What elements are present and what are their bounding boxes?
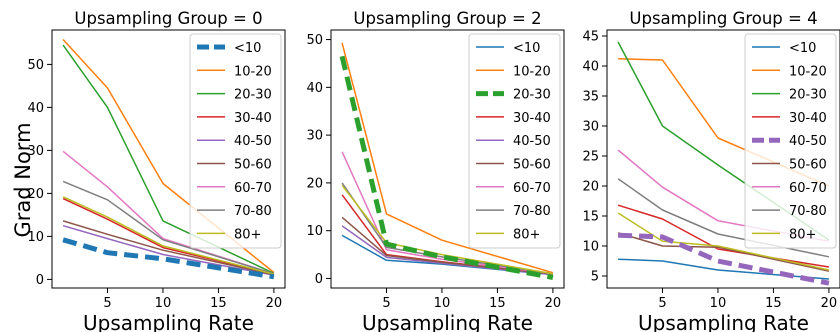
legend-label: 60-70: [789, 181, 827, 196]
legend-label: 10-20: [789, 64, 827, 79]
series-line-20-30: [339, 55, 554, 280]
y-tick-label: 40: [582, 60, 599, 75]
legend-label: 70-80: [513, 204, 551, 219]
legend-label: <10: [789, 41, 816, 56]
legend-label: 10-20: [234, 64, 272, 79]
legend-label: 30-40: [234, 111, 272, 126]
x-tick-label: 20: [545, 296, 562, 311]
x-axis-label: Upsampling Rate: [83, 311, 254, 332]
x-axis-label: Upsampling Rate: [638, 311, 809, 332]
x-tick-label: 15: [210, 296, 227, 311]
chart-panel-1: 5 10 15 20 0 10 20 30 40 50 Upsampling Group = 2 Up…: [306, 9, 565, 332]
y-tick-label: 50: [306, 33, 323, 48]
series-line-<10: [62, 237, 275, 280]
y-tick-label: 0: [315, 272, 323, 287]
y-tick-label: 20: [306, 176, 323, 191]
y-tick-label: 20: [27, 187, 44, 202]
legend-label: 50-60: [789, 158, 827, 173]
legend-box: [468, 33, 561, 249]
y-tick-label: 20: [582, 180, 599, 195]
legend-label: <10: [234, 41, 261, 56]
chart-panel-0: 5 10 15 20 0 10 20 30 40 50 Upsampling Group = 0 Up…: [27, 9, 286, 332]
series-line-40-50: [62, 224, 275, 276]
y-tick-label: 30: [306, 129, 323, 144]
legend-box: [744, 33, 837, 249]
legend-label: 80+: [789, 227, 816, 242]
legend-label: 30-40: [513, 111, 551, 126]
x-tick-label: 20: [821, 296, 838, 311]
legend-label: 40-50: [789, 134, 827, 149]
legend-label: <10: [513, 41, 540, 56]
series-line-40-50: [617, 232, 830, 286]
legend: <10 10-20 20-30 30-40 40-50 50-60 60-70 70-80 80…: [744, 33, 837, 249]
legend-label: 50-60: [234, 158, 272, 173]
legend: <10 10-20 20-30 30-40 40-50 50-60 60-70 70-80 80…: [468, 33, 561, 249]
legend-label: 80+: [234, 227, 261, 242]
legend-label: 70-80: [789, 204, 827, 219]
chart-title: Upsampling Group = 2: [353, 9, 541, 28]
series-line-30-40: [62, 197, 275, 275]
y-tick-label: 40: [306, 81, 323, 96]
x-tick-label: 20: [266, 296, 283, 311]
x-tick-label: 5: [382, 296, 390, 311]
plot-frame: [606, 29, 840, 289]
series-line-80+: [617, 212, 830, 271]
series-line-<10: [618, 258, 829, 280]
legend-label: 20-30: [234, 88, 272, 103]
y-tick-label: 40: [27, 101, 44, 116]
legend-label: 40-50: [513, 134, 551, 149]
x-tick-label: 10: [434, 296, 451, 311]
plot-frame: [51, 29, 286, 289]
series-line-50-60: [62, 220, 275, 276]
y-tick-label: 10: [582, 240, 599, 255]
y-tick-label: 15: [582, 210, 599, 225]
x-tick-label: 10: [155, 296, 172, 311]
legend-label: 30-40: [789, 111, 827, 126]
y-tick-label: 30: [582, 120, 599, 135]
legend-label: 20-30: [513, 88, 551, 103]
series-line-10-20: [341, 42, 554, 274]
legend-label: 20-30: [789, 88, 827, 103]
series-line-80+: [62, 196, 275, 275]
y-tick-label: 5: [591, 270, 599, 285]
x-axis-label: Upsampling Rate: [362, 311, 533, 332]
legend-label: 80+: [513, 227, 540, 242]
legend-label: 10-20: [513, 64, 551, 79]
x-tick-label: 5: [658, 296, 666, 311]
y-tick-label: 10: [306, 224, 323, 239]
y-tick-label: 50: [27, 58, 44, 73]
x-tick-label: 10: [710, 296, 727, 311]
y-tick-label: 10: [27, 230, 44, 245]
series-lines: [339, 42, 554, 280]
x-tick-label: 15: [765, 296, 782, 311]
plot-frame: [330, 29, 565, 289]
legend-label: 50-60: [513, 158, 551, 173]
legend-label: 40-50: [234, 134, 272, 149]
legend-label: 70-80: [234, 204, 272, 219]
series-line-70-80: [62, 180, 275, 275]
y-tick-label: 0: [36, 273, 44, 288]
legend: <10 10-20 20-30 30-40 40-50 50-60 60-70 70-80 80…: [189, 33, 282, 249]
legend-label: 60-70: [234, 181, 272, 196]
y-tick-label: 25: [582, 150, 599, 165]
x-tick-label: 5: [103, 296, 111, 311]
chart-title: Upsampling Group = 4: [629, 9, 817, 28]
legend-label: 60-70: [513, 181, 551, 196]
y-tick-label: 30: [27, 144, 44, 159]
chart-title: Upsampling Group = 0: [74, 9, 262, 28]
y-tick-label: 35: [582, 90, 599, 105]
shared-y-axis-label: Grad Norm: [11, 122, 35, 237]
x-tick-label: 15: [489, 296, 506, 311]
y-tick-label: 45: [582, 30, 599, 45]
chart-panel-2: 5 10 15 20 5 10 15 20 25 30 35 40 45 Upsampling Group…: [582, 9, 840, 332]
legend-box: [189, 33, 282, 249]
